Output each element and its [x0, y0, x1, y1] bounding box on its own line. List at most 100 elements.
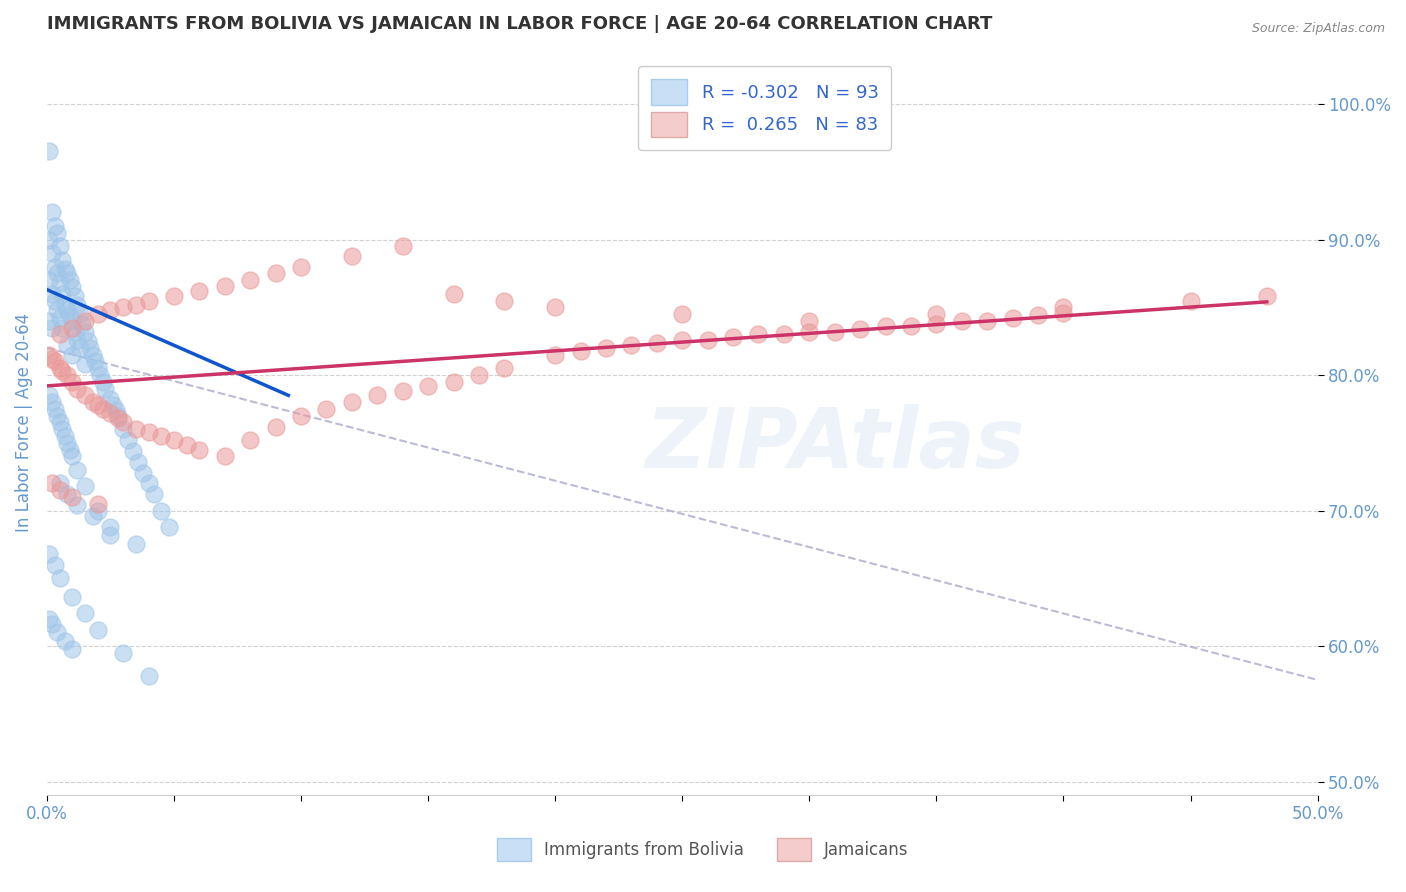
Point [112, 646, 135, 660]
Point [60, 314, 83, 328]
Point [125, 297, 148, 311]
Point [100, 392, 122, 407]
Point [416, 379, 439, 393]
Point [56, 267, 79, 281]
Point [799, 314, 821, 328]
Point [721, 330, 744, 344]
Point [696, 333, 718, 347]
Point [89, 368, 111, 382]
Point [76, 334, 98, 348]
Point [44, 293, 66, 308]
Point [73, 388, 96, 402]
Point [66, 498, 89, 512]
Point [56, 368, 79, 382]
Point [44, 558, 66, 572]
Point [63, 325, 86, 339]
Point [73, 479, 96, 493]
Point [239, 273, 262, 287]
Point [38, 547, 60, 561]
Point [86, 497, 108, 511]
Point [1052, 306, 1074, 320]
Point [41, 476, 63, 491]
Point [60, 375, 83, 389]
Point [38, 314, 60, 328]
Point [69, 341, 91, 355]
Point [46, 267, 69, 281]
Point [63, 289, 86, 303]
Point [69, 307, 91, 321]
Point [122, 443, 145, 458]
Point [82, 395, 104, 409]
Point [773, 327, 796, 342]
Point [79, 341, 101, 355]
Point [46, 409, 69, 423]
Point [38, 612, 60, 626]
Point [391, 384, 413, 399]
Point [44, 401, 66, 416]
Point [125, 422, 148, 436]
Point [112, 300, 135, 314]
Point [53, 262, 76, 277]
Point [315, 401, 337, 416]
Point [60, 641, 83, 656]
Point [59, 309, 82, 323]
Point [56, 487, 79, 501]
Point [112, 422, 135, 436]
Point [73, 357, 96, 371]
Point [48, 483, 70, 498]
Point [188, 442, 211, 457]
Point [38, 233, 60, 247]
Point [53, 297, 76, 311]
Point [82, 348, 104, 362]
Point [84, 354, 107, 368]
Point [163, 433, 186, 447]
Point [46, 303, 69, 318]
Point [1026, 309, 1049, 323]
Point [59, 273, 82, 287]
Point [107, 409, 129, 423]
Point [48, 327, 70, 342]
Point [38, 273, 60, 287]
Point [125, 537, 148, 551]
Point [163, 289, 186, 303]
Point [86, 623, 108, 637]
Point [849, 322, 872, 336]
Point [824, 325, 846, 339]
Point [925, 307, 948, 321]
Point [100, 520, 122, 534]
Legend: Immigrants from Bolivia, Jamaicans: Immigrants from Bolivia, Jamaicans [484, 824, 922, 875]
Point [51, 422, 73, 436]
Point [46, 625, 69, 640]
Point [53, 429, 76, 443]
Point [645, 335, 668, 350]
Point [391, 239, 413, 253]
Text: Source: ZipAtlas.com: Source: ZipAtlas.com [1251, 22, 1385, 36]
Point [104, 403, 127, 417]
Point [214, 278, 236, 293]
Point [60, 450, 83, 464]
Point [41, 395, 63, 409]
Point [494, 293, 516, 308]
Point [100, 303, 122, 318]
Point [38, 145, 60, 159]
Point [66, 463, 89, 477]
Point [443, 286, 465, 301]
Point [91, 401, 114, 416]
Point [290, 260, 312, 274]
Point [138, 293, 160, 308]
Point [875, 319, 897, 334]
Point [60, 348, 83, 362]
Point [239, 433, 262, 447]
Point [925, 317, 948, 331]
Point [544, 348, 567, 362]
Point [127, 455, 149, 469]
Point [48, 239, 70, 253]
Point [138, 669, 160, 683]
Point [41, 286, 63, 301]
Point [569, 343, 592, 358]
Point [188, 284, 211, 298]
Point [86, 361, 108, 376]
Point [41, 617, 63, 632]
Point [671, 307, 693, 321]
Point [56, 303, 79, 318]
